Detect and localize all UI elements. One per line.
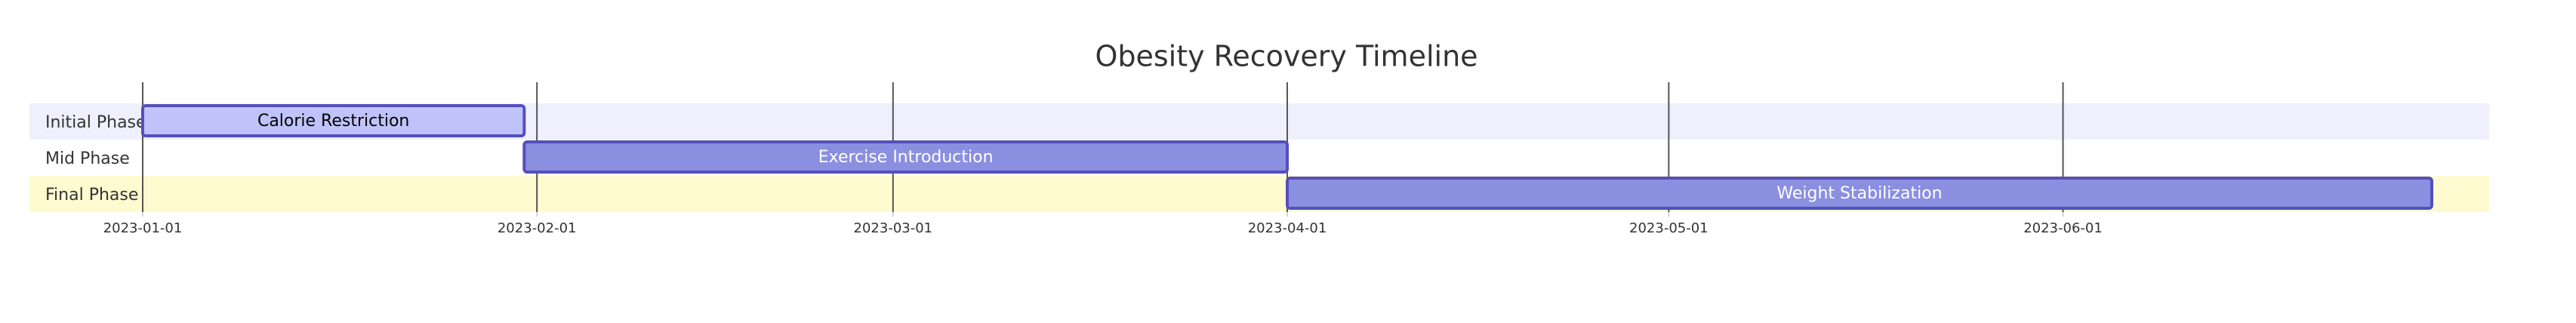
task-label: Calorie Restriction bbox=[257, 112, 409, 131]
chart-title: Obesity Recovery Timeline bbox=[1095, 40, 1478, 73]
x-tick-label: 2023-02-01 bbox=[498, 220, 577, 236]
task-bar bbox=[141, 104, 526, 137]
task-label: Exercise Introduction bbox=[818, 148, 994, 167]
x-tick-label: 2023-06-01 bbox=[2023, 220, 2103, 236]
section-label: Final Phase bbox=[45, 186, 138, 205]
x-tick-label: 2023-04-01 bbox=[1248, 220, 1327, 236]
section-label: Mid Phase bbox=[45, 149, 130, 168]
task-bar bbox=[1286, 177, 2433, 210]
section-label: Initial Phase bbox=[45, 113, 146, 132]
task-bar bbox=[522, 140, 1289, 174]
task-label: Weight Stabilization bbox=[1776, 184, 1942, 203]
x-tick-label: 2023-05-01 bbox=[1629, 220, 1709, 236]
x-tick-label: 2023-01-01 bbox=[103, 220, 183, 236]
x-tick-label: 2023-03-01 bbox=[854, 220, 933, 236]
